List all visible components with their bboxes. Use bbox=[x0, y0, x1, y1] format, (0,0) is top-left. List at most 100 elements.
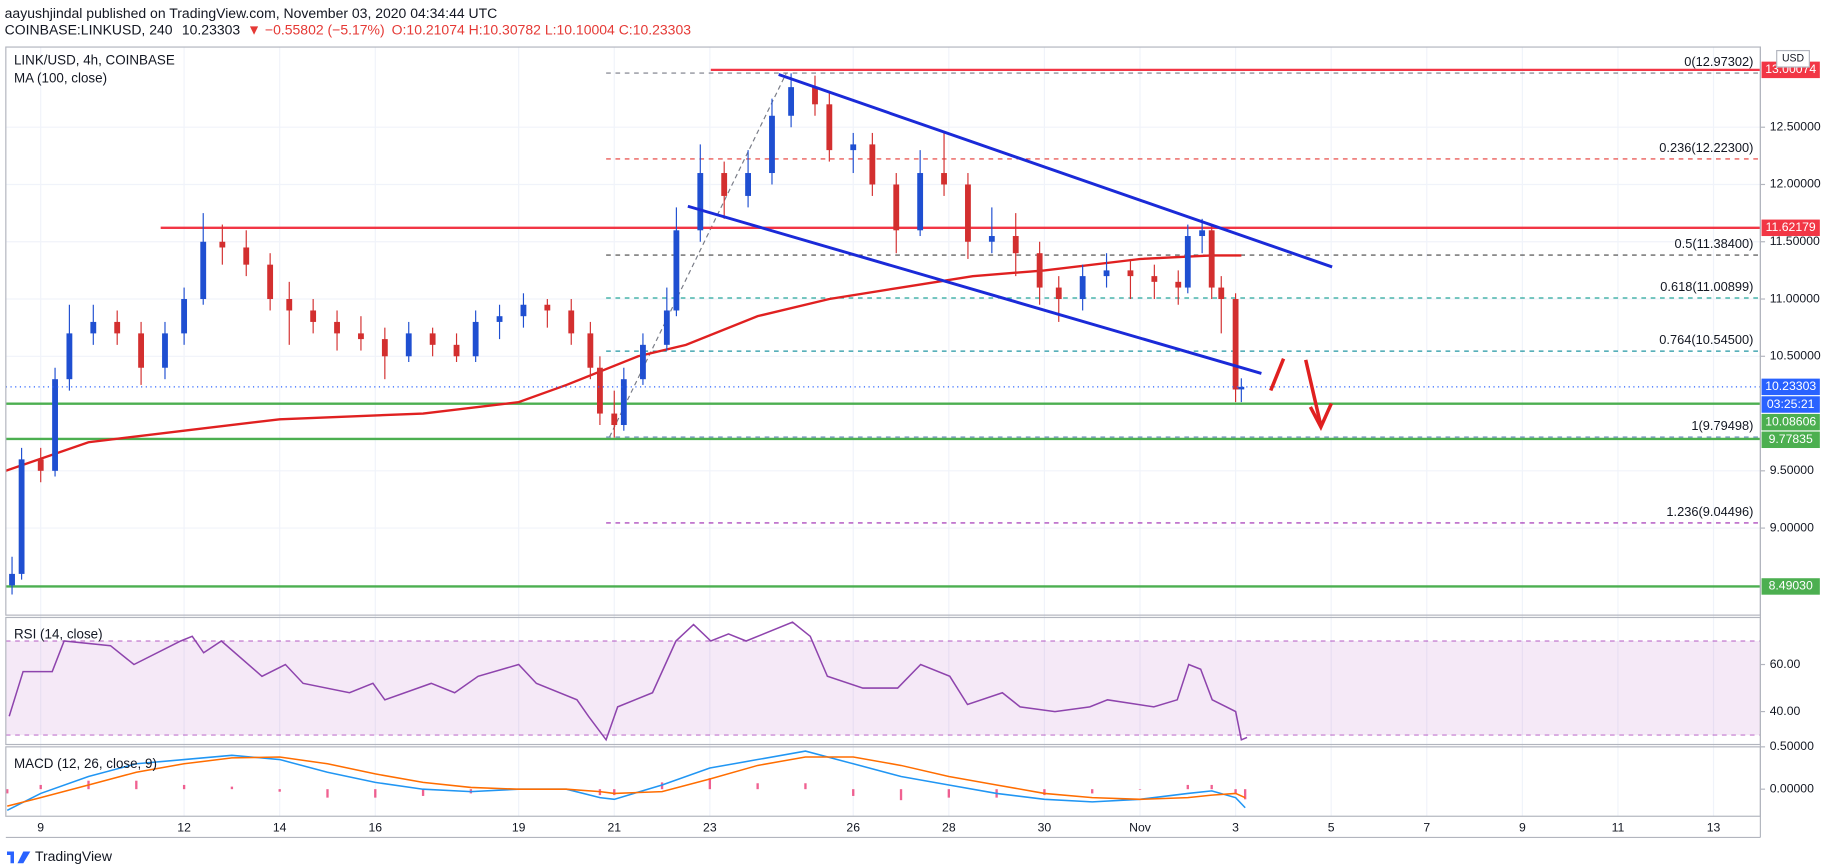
red-stroke bbox=[1269, 358, 1286, 392]
candle-body bbox=[358, 333, 364, 340]
price-badge-label: 10.23303 bbox=[1765, 379, 1816, 393]
y-tick-label: 9.50000 bbox=[1770, 463, 1814, 477]
price-badge-label: 8.49030 bbox=[1769, 579, 1813, 593]
candle-body bbox=[200, 241, 207, 300]
price-badge bbox=[1761, 413, 1820, 431]
price-pane: 0(12.97302) 0.236(12.22300) 0.5(11.38400) 0… bbox=[5, 54, 1761, 595]
y-tick-label: 11.00000 bbox=[1770, 291, 1820, 305]
pane-frames bbox=[5, 46, 1761, 839]
x-tick-label: Nov bbox=[1129, 820, 1152, 834]
x-tick-label: 5 bbox=[1328, 820, 1335, 834]
price-frame bbox=[5, 46, 1761, 616]
candle-body bbox=[988, 236, 995, 242]
candle-body bbox=[520, 304, 527, 317]
x-tick-label: 13 bbox=[1707, 820, 1721, 834]
macd-histogram-bar bbox=[899, 789, 903, 801]
candle-body bbox=[1218, 287, 1225, 300]
macd-histogram-bar bbox=[852, 789, 855, 796]
macd-histogram-bar bbox=[326, 789, 329, 798]
macd-histogram-bar bbox=[1043, 789, 1046, 796]
candle-body bbox=[568, 310, 575, 334]
macd-histogram-bar bbox=[39, 784, 42, 790]
drawings bbox=[1269, 358, 1333, 431]
fib-label: 1.236(9.04496) bbox=[1666, 504, 1753, 519]
price-badge bbox=[1761, 378, 1820, 396]
currency-box bbox=[1776, 49, 1810, 68]
footer-brand: TradingView bbox=[35, 848, 113, 864]
trendline bbox=[687, 204, 1262, 375]
candle-body bbox=[1079, 276, 1086, 300]
candle-body bbox=[52, 379, 58, 471]
macd-histogram-bar bbox=[374, 789, 377, 798]
candle-body bbox=[788, 87, 795, 116]
macd-histogram-bar bbox=[1186, 784, 1189, 790]
candle-body bbox=[66, 333, 73, 380]
candle-body bbox=[472, 321, 479, 357]
candle-body bbox=[917, 173, 924, 231]
price-badge-label: 9.77835 bbox=[1769, 432, 1813, 446]
candle-body bbox=[90, 321, 97, 334]
y-tick-label: 12.00000 bbox=[1770, 177, 1821, 191]
candle-body bbox=[138, 333, 145, 368]
macd-histogram-bar bbox=[804, 783, 807, 790]
candle-body bbox=[267, 264, 274, 300]
x-tick-label: 7 bbox=[1423, 820, 1430, 834]
candle-body bbox=[769, 115, 775, 174]
candle-body bbox=[1175, 281, 1182, 288]
x-tick-label: 19 bbox=[512, 820, 526, 834]
price-badge-label: 11.62179 bbox=[1766, 220, 1816, 234]
macd-histogram-bar bbox=[135, 780, 138, 790]
macd-legend: MACD (12, 26, close, 9) bbox=[14, 756, 157, 771]
candle-body bbox=[1199, 230, 1206, 237]
y-tick-label: 10.50000 bbox=[1770, 348, 1821, 362]
grid bbox=[5, 47, 1761, 817]
ma-line bbox=[5, 254, 1242, 472]
macd-tick-label: 0.00000 bbox=[1770, 781, 1814, 795]
fib-label: 0.236(12.22300) bbox=[1659, 140, 1753, 155]
candle-body bbox=[1055, 287, 1062, 300]
rsi-line bbox=[8, 621, 1248, 742]
symbol: COINBASE:LINKUSD, 240 bbox=[5, 21, 173, 37]
macd-histogram-bar bbox=[756, 783, 759, 790]
candle-body bbox=[381, 339, 388, 357]
y-tick-label: 9.00000 bbox=[1770, 520, 1814, 534]
x-tick-label: 9 bbox=[37, 820, 44, 834]
quote-line: COINBASE:LINKUSD, 240 10.23303 ▼ −0.55802 … bbox=[5, 21, 692, 37]
candle-body bbox=[219, 241, 226, 248]
x-tick-label: 3 bbox=[1232, 820, 1239, 834]
macd-tick-label: 0.50000 bbox=[1770, 739, 1814, 753]
candle-body bbox=[812, 87, 818, 105]
candle-body bbox=[114, 321, 121, 334]
macd-histogram-bar bbox=[660, 782, 664, 790]
candle-body bbox=[697, 173, 704, 231]
price-badge bbox=[1761, 578, 1820, 595]
x-tick-label: 11 bbox=[1612, 820, 1625, 834]
candle-body bbox=[162, 333, 168, 368]
rsi-pane bbox=[5, 621, 1761, 742]
rsi-tick-label: 60.00 bbox=[1770, 657, 1801, 671]
price-badge bbox=[1761, 431, 1820, 449]
candle-body bbox=[965, 184, 971, 242]
rsi-tick-label: 40.00 bbox=[1770, 704, 1801, 718]
macd-histogram-bar bbox=[278, 789, 281, 792]
x-tick-label: 9 bbox=[1519, 820, 1526, 834]
candle-body bbox=[429, 333, 436, 345]
macd-histogram-bar bbox=[1210, 784, 1213, 790]
candle-body bbox=[1151, 276, 1158, 282]
candle-body bbox=[941, 173, 947, 185]
candle-body bbox=[1012, 236, 1019, 254]
candle-body bbox=[745, 173, 751, 196]
ohlc: O:10.21074 H:10.30782 L:10.10004 C:10.23… bbox=[392, 21, 692, 37]
macd-histogram-bar bbox=[421, 789, 425, 796]
macd-histogram-bar bbox=[1243, 789, 1247, 800]
candle-body bbox=[453, 344, 460, 357]
macd-histogram-bar bbox=[1091, 789, 1094, 794]
macd-histogram-bar bbox=[708, 778, 712, 790]
candle-body bbox=[1127, 270, 1134, 277]
candle-body bbox=[673, 230, 680, 311]
fib-label: 0.5(11.38400) bbox=[1675, 236, 1754, 251]
candle-body bbox=[597, 367, 603, 414]
macd-histogram-bar bbox=[1234, 789, 1237, 794]
